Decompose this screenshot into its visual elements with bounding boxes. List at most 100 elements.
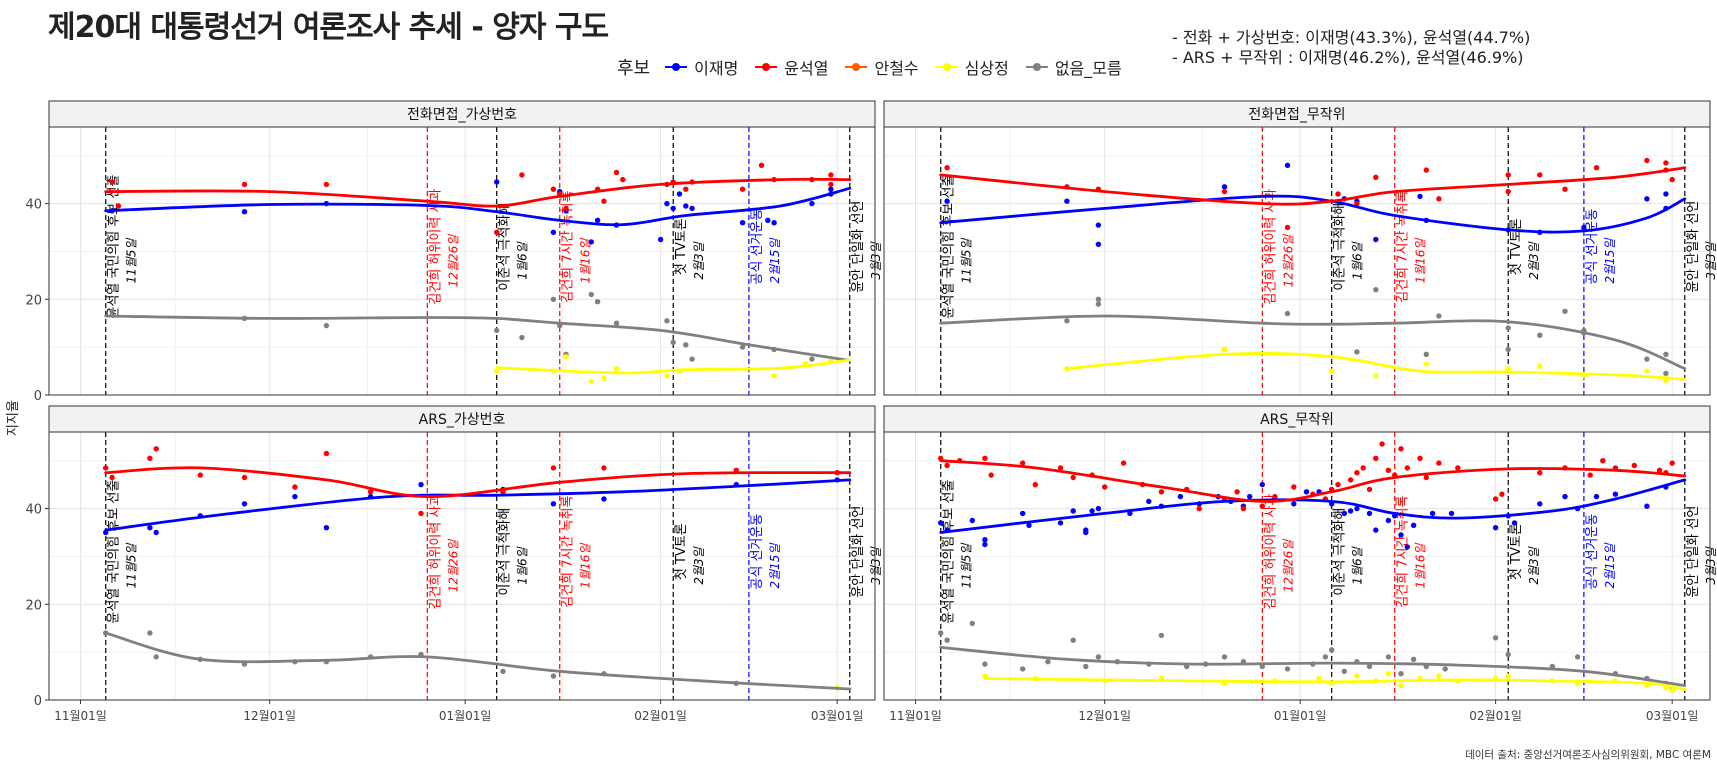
data-point bbox=[1020, 510, 1026, 517]
event-label: 윤석열 국민의힘 후보 선출 bbox=[107, 175, 122, 319]
data-point bbox=[1423, 351, 1430, 357]
panel-title: 전화면접_가상번호 bbox=[407, 107, 517, 123]
x-tick-label: 12월01일 bbox=[243, 709, 296, 723]
event-label: 첫 TV토론 bbox=[1509, 218, 1524, 275]
data-point bbox=[1095, 301, 1102, 307]
x-tick-label: 01월01일 bbox=[439, 709, 492, 723]
data-point bbox=[828, 181, 834, 188]
data-point bbox=[1429, 510, 1436, 517]
x-tick-label: 01월01일 bbox=[1274, 709, 1327, 723]
data-point bbox=[1663, 370, 1669, 377]
x-tick-label: 11월01일 bbox=[889, 709, 942, 723]
data-point bbox=[1669, 460, 1675, 466]
data-point bbox=[1537, 332, 1543, 338]
data-point bbox=[683, 186, 689, 192]
data-point bbox=[828, 172, 834, 178]
event-date-label: 3월3일 bbox=[869, 546, 883, 584]
data-point bbox=[1240, 505, 1247, 512]
data-point bbox=[664, 373, 670, 379]
data-point bbox=[664, 318, 670, 324]
data-point bbox=[670, 205, 676, 212]
event-date-label: 1월16일 bbox=[1414, 543, 1428, 589]
data-point bbox=[109, 308, 115, 314]
data-point bbox=[613, 320, 620, 326]
data-point bbox=[1423, 474, 1430, 481]
trend-line-none bbox=[104, 631, 852, 691]
data-point bbox=[982, 455, 988, 461]
panel-title: ARS_가상번호 bbox=[419, 412, 506, 428]
data-point bbox=[109, 474, 115, 481]
data-point bbox=[1095, 222, 1102, 228]
legend-label-yoon: 윤석열 bbox=[784, 59, 829, 78]
data-point bbox=[676, 191, 683, 197]
data-point bbox=[1511, 520, 1518, 526]
event-label: 공식 선거운동 bbox=[1585, 514, 1600, 590]
data-point bbox=[550, 296, 557, 302]
data-point bbox=[153, 654, 159, 660]
trend-line-yoon bbox=[939, 459, 1687, 503]
data-point bbox=[739, 344, 746, 350]
plot-background bbox=[49, 432, 875, 700]
legend-label-ahn: 안철수 bbox=[874, 59, 919, 78]
event-date-label: 12월26일 bbox=[446, 539, 460, 593]
event-label: 첫 TV토론 bbox=[674, 523, 689, 580]
data-point bbox=[292, 493, 298, 500]
data-point bbox=[944, 462, 950, 469]
data-source-note: 데이터 출처: 중앙선거여론조사심의위원회, MBC 여론M bbox=[1465, 749, 1711, 761]
trend-line-none bbox=[104, 314, 852, 362]
panel-title: ARS_무작위 bbox=[1260, 412, 1334, 428]
data-point bbox=[982, 537, 988, 543]
data-point bbox=[1341, 510, 1348, 517]
data-point bbox=[1366, 486, 1373, 493]
data-point bbox=[944, 165, 950, 171]
data-point bbox=[1398, 671, 1404, 677]
data-point bbox=[1102, 484, 1108, 490]
data-point bbox=[1537, 172, 1543, 178]
data-point bbox=[1272, 493, 1278, 500]
panel-strip bbox=[48, 405, 876, 433]
data-point bbox=[1612, 491, 1619, 497]
event-date-label: 1월16일 bbox=[579, 238, 593, 284]
data-point bbox=[1335, 191, 1341, 197]
data-point bbox=[1417, 455, 1423, 461]
legend-item-sim: 심상정 bbox=[935, 55, 1009, 79]
data-point bbox=[1492, 496, 1499, 502]
data-point bbox=[147, 525, 153, 531]
data-point bbox=[594, 217, 601, 223]
data-point bbox=[1095, 505, 1102, 512]
event-date-label: 11월5일 bbox=[125, 238, 139, 284]
data-point bbox=[1095, 241, 1102, 247]
data-point bbox=[809, 200, 815, 207]
event-label: 김건희 허위이력 사과 bbox=[1263, 494, 1278, 610]
data-point bbox=[1436, 673, 1442, 679]
data-point bbox=[323, 181, 330, 188]
data-point bbox=[1404, 465, 1411, 471]
data-point bbox=[1322, 654, 1329, 660]
data-point bbox=[1663, 160, 1669, 166]
data-point bbox=[1354, 200, 1360, 207]
data-point bbox=[1089, 508, 1095, 514]
data-point bbox=[1593, 165, 1600, 171]
data-point bbox=[1366, 510, 1373, 517]
data-point bbox=[1020, 460, 1026, 466]
data-point bbox=[1354, 505, 1360, 512]
x-tick-label: 12월01일 bbox=[1078, 709, 1131, 723]
event-date-label: 1월16일 bbox=[579, 543, 593, 589]
data-point bbox=[683, 342, 689, 348]
data-point bbox=[1158, 632, 1165, 639]
data-point bbox=[758, 162, 765, 168]
data-point bbox=[494, 327, 500, 334]
event-date-label: 1월6일 bbox=[516, 241, 530, 279]
x-tick-label: 03월01일 bbox=[1646, 709, 1699, 723]
data-point bbox=[1045, 659, 1051, 665]
plot-background bbox=[49, 127, 875, 395]
data-point bbox=[1669, 176, 1675, 183]
data-point bbox=[1373, 236, 1379, 243]
data-point bbox=[982, 541, 988, 548]
event-label: 윤안 단일화 선언 bbox=[851, 201, 866, 293]
data-point bbox=[563, 354, 569, 360]
data-point bbox=[494, 179, 500, 185]
data-point bbox=[1316, 675, 1322, 682]
